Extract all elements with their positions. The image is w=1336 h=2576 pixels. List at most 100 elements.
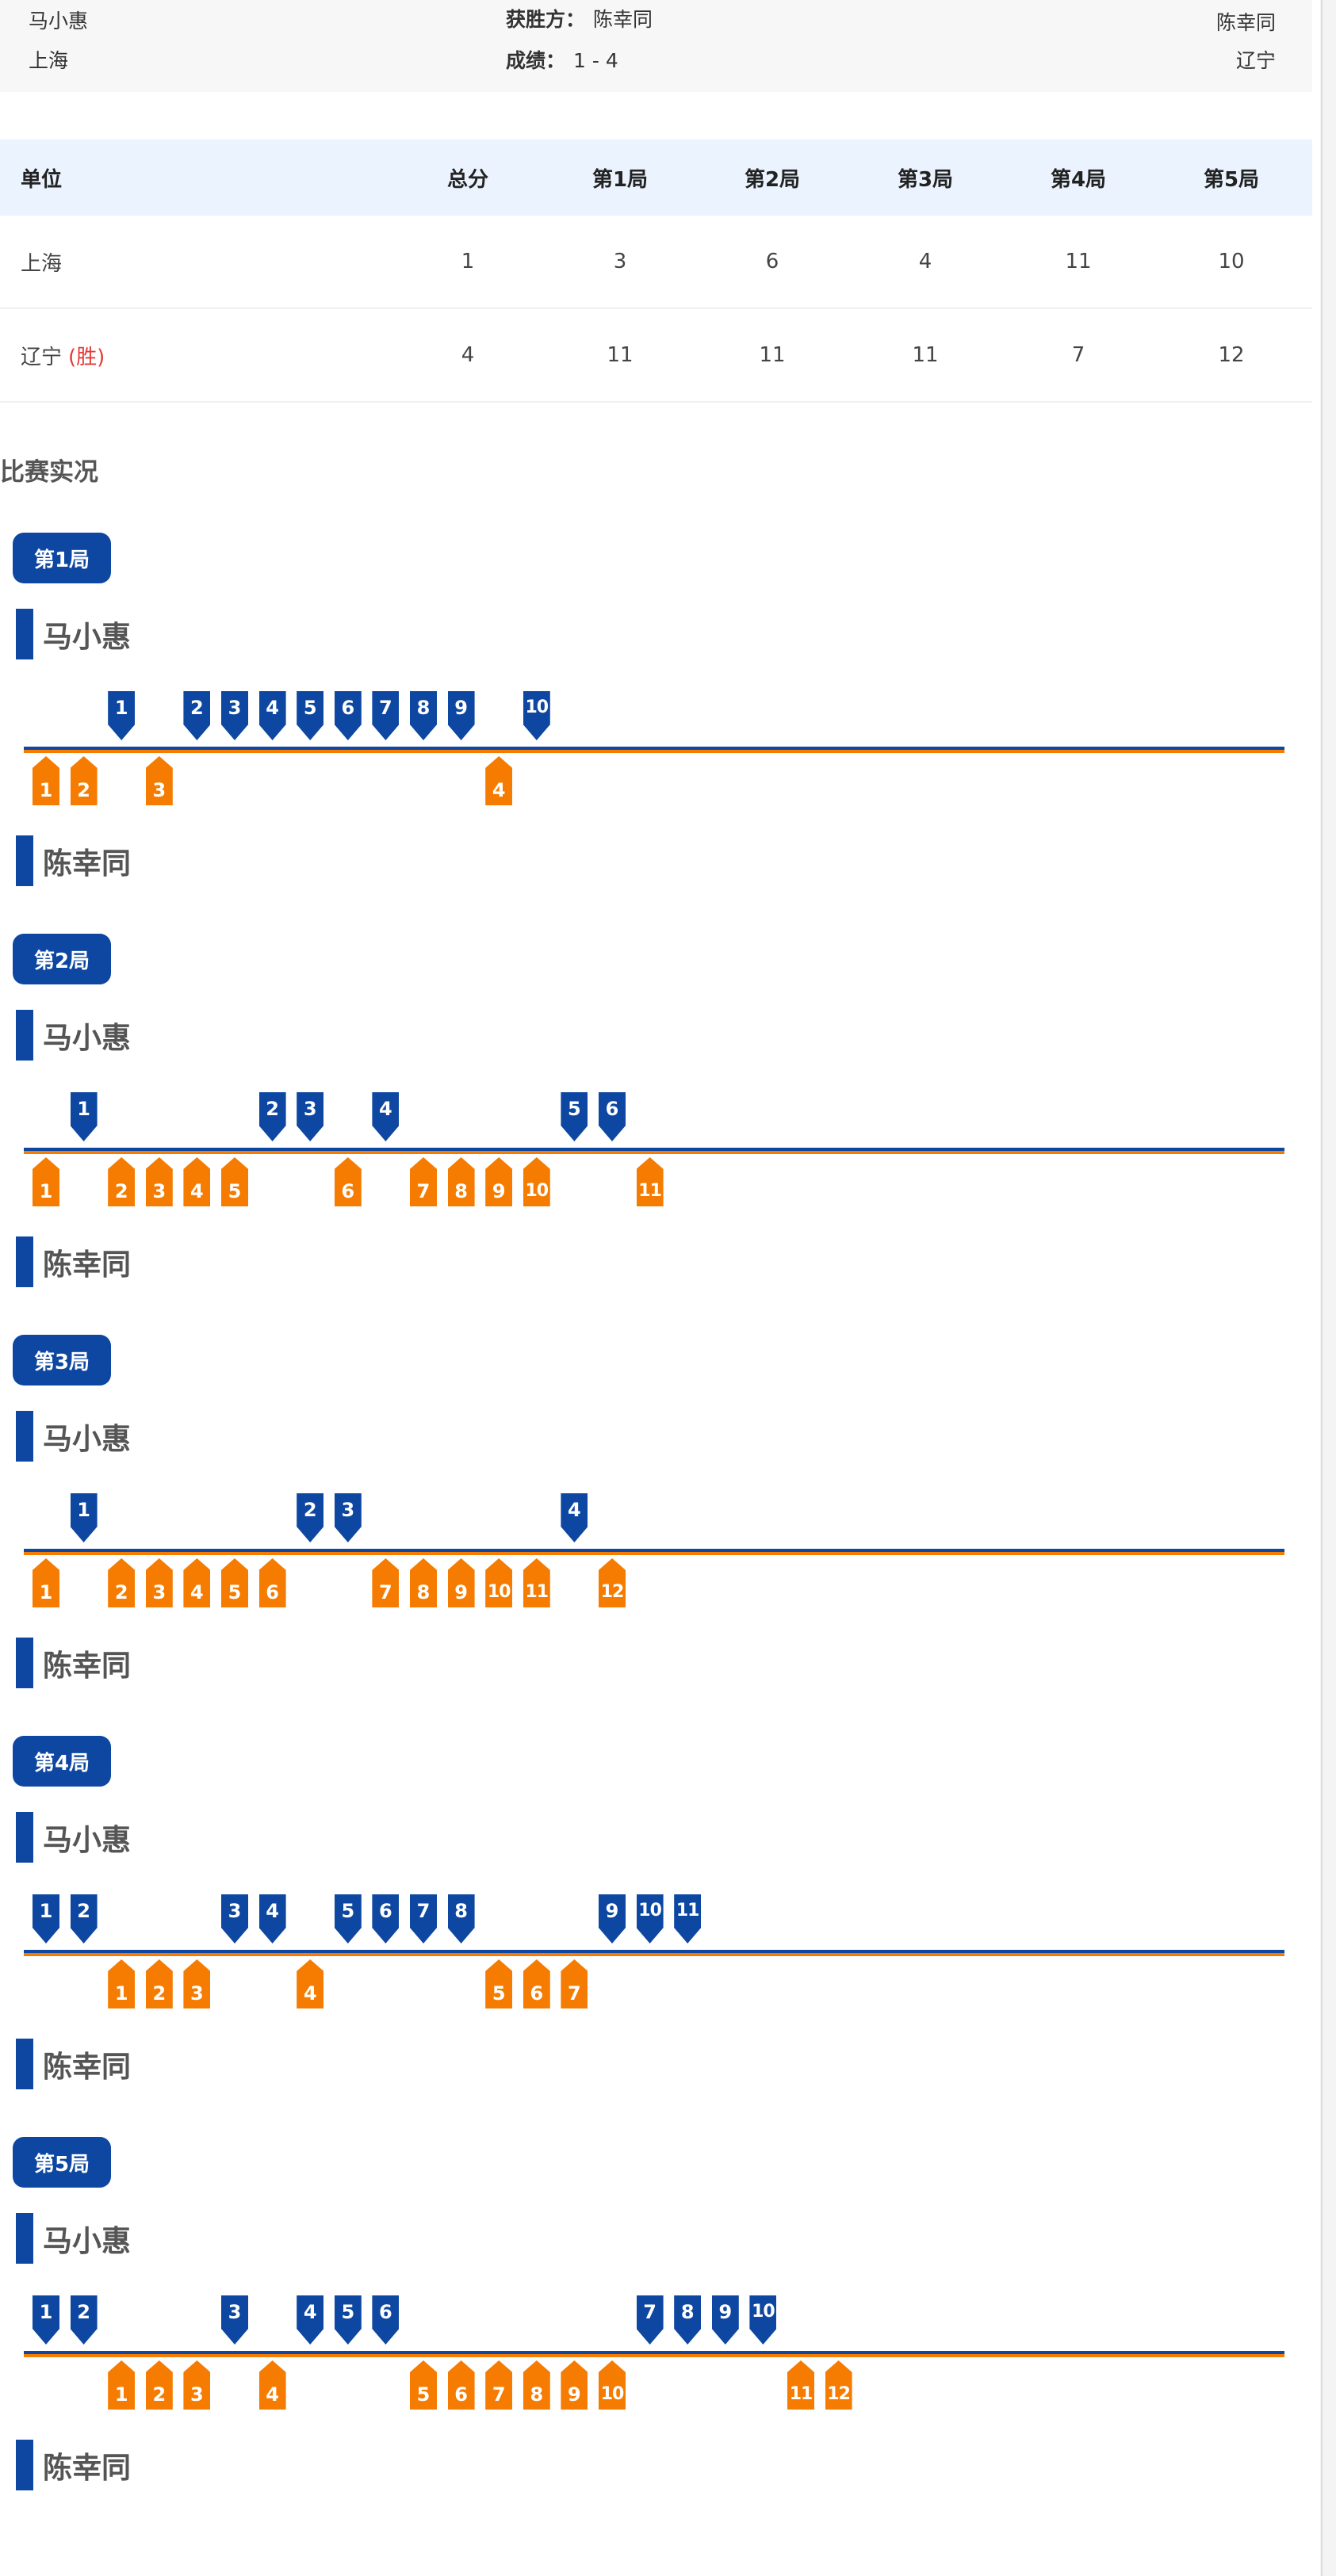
top-player-point-marker: 9 (599, 1894, 626, 1943)
header-game-5: 第5局 (1203, 167, 1260, 192)
top-player-point-marker: 5 (334, 1894, 362, 1943)
top-player-point-marker: 4 (258, 691, 286, 740)
top-player-row: 马小惠 (16, 1411, 131, 1462)
bottom-player-row: 陈幸同 (16, 835, 131, 886)
bottom-player-point-marker: 3 (145, 756, 173, 805)
bottom-player-point-marker: 3 (145, 1157, 173, 1206)
unit-name: 上海 (21, 251, 63, 276)
top-player-row: 马小惠 (16, 2213, 131, 2264)
bottom-player-point-marker: 4 (297, 1959, 324, 2008)
bottom-player-name: 陈幸同 (43, 2451, 131, 2485)
top-player-point-marker: 11 (674, 1894, 702, 1943)
header-total: 总分 (446, 167, 488, 192)
top-player-point-marker: 9 (711, 2295, 739, 2345)
top-player-point-marker: 7 (372, 691, 400, 740)
game-badge[interactable]: 第2局 (13, 934, 111, 984)
bottom-player-point-marker: 6 (447, 2360, 475, 2410)
top-player-point-marker: 2 (297, 1493, 324, 1542)
player-bar (16, 1411, 33, 1462)
bottom-player-point-marker: 3 (183, 2360, 211, 2410)
cell-game-4: 11 (1065, 250, 1092, 273)
row-unit: 辽宁 (胜) (21, 309, 105, 401)
bottom-player-point-marker: 2 (145, 1959, 173, 2008)
game-badge[interactable]: 第5局 (13, 2137, 111, 2188)
top-player-point-marker: 3 (221, 2295, 248, 2345)
header-unit: 单位 (21, 167, 63, 192)
timeline-top-line (24, 2351, 1284, 2354)
top-player-point-marker: 8 (674, 2295, 702, 2345)
top-player-point-marker: 3 (297, 1092, 324, 1141)
bottom-player-point-marker: 6 (334, 1157, 362, 1206)
bottom-player-point-marker: 4 (183, 1558, 211, 1607)
cell-game-4: 7 (1071, 343, 1085, 367)
game-section: 第3局 马小惠 陈幸同 1 1 2 3 4 5 6 2 3 7 8 9 10 11 4 12 (0, 1335, 1312, 1707)
bottom-player-point-marker: 11 (636, 1157, 664, 1206)
timeline (24, 2351, 1284, 2357)
scrollbar-track[interactable] (1320, 0, 1336, 2576)
top-player-point-marker: 1 (70, 1092, 98, 1141)
section-title: 比赛实况 (0, 458, 98, 487)
bottom-player-point-marker: 10 (599, 2360, 626, 2410)
top-player-point-marker: 6 (372, 2295, 400, 2345)
top-player-row: 马小惠 (16, 1010, 131, 1061)
top-player-name: 马小惠 (43, 1823, 131, 1857)
scrollbar-thumb[interactable] (1321, 0, 1323, 2576)
score-label: 成绩： (506, 49, 566, 72)
game-section: 第2局 马小惠 陈幸同 1 1 2 3 4 5 2 3 6 4 7 8 9 10 5 6 11 (0, 934, 1312, 1306)
player-bar (16, 609, 33, 659)
top-player-point-marker: 3 (221, 1894, 248, 1943)
timeline-top-line (24, 1549, 1284, 1552)
top-player-point-marker: 1 (33, 2295, 59, 2345)
timeline (24, 1950, 1284, 1956)
header-game-1: 第1局 (591, 167, 649, 192)
bottom-player-point-marker: 3 (183, 1959, 211, 2008)
top-player-name: 马小惠 (43, 1422, 131, 1456)
cell-total: 4 (461, 343, 475, 367)
cell-game-5: 10 (1218, 250, 1245, 273)
top-player-point-marker: 9 (447, 691, 475, 740)
bottom-player-point-marker: 7 (561, 1959, 588, 2008)
header-game-4: 第4局 (1050, 167, 1107, 192)
top-player-point-marker: 2 (258, 1092, 286, 1141)
table-row: 上海 1 3 6 4 11 10 (0, 216, 1312, 309)
score-value: 1 - 4 (573, 49, 618, 72)
header-game-3: 第3局 (897, 167, 954, 192)
bottom-player-point-marker: 9 (485, 1157, 513, 1206)
game-badge[interactable]: 第4局 (13, 1736, 111, 1787)
top-player-point-marker: 6 (334, 691, 362, 740)
match-header: 马小惠 上海 获胜方： 陈幸同 成绩： 1 - 4 陈幸同 辽宁 (0, 0, 1312, 92)
timeline (24, 1148, 1284, 1154)
timeline-bottom-line (24, 1552, 1284, 1555)
bottom-player-point-marker: 4 (258, 2360, 286, 2410)
right-team-name: 辽宁 (1235, 49, 1276, 72)
bottom-player-point-marker: 10 (485, 1558, 513, 1607)
bottom-player-point-marker: 11 (787, 2360, 814, 2410)
cell-game-1: 3 (613, 250, 627, 273)
win-tag: (胜) (68, 345, 105, 369)
player-bar (16, 835, 33, 886)
top-player-point-marker: 8 (410, 691, 437, 740)
bottom-player-point-marker: 6 (258, 1558, 286, 1607)
bottom-player-point-marker: 5 (221, 1558, 248, 1607)
cell-total: 1 (461, 250, 475, 273)
bottom-player-row: 陈幸同 (16, 2440, 131, 2490)
right-player-name: 陈幸同 (1215, 11, 1276, 34)
bottom-player-point-marker: 2 (70, 756, 98, 805)
top-player-point-marker: 5 (297, 691, 324, 740)
timeline (24, 747, 1284, 753)
winner-line: 获胜方： 陈幸同 (506, 6, 653, 33)
game-badge[interactable]: 第3局 (13, 1335, 111, 1385)
game-badge[interactable]: 第1局 (13, 533, 111, 583)
bottom-player-name: 陈幸同 (43, 847, 131, 881)
top-player-point-marker: 2 (70, 2295, 98, 2345)
row-unit: 上海 (21, 216, 68, 308)
bottom-player-row: 陈幸同 (16, 2039, 131, 2089)
top-player-point-marker: 4 (372, 1092, 400, 1141)
bottom-player-name: 陈幸同 (43, 1248, 131, 1282)
top-player-point-marker: 10 (749, 2295, 777, 2345)
cell-game-5: 12 (1218, 343, 1245, 367)
score-table: 单位 总分 第1局 第2局 第3局 第4局 第5局 上海 1 3 6 4 11 … (0, 140, 1312, 403)
bottom-player-point-marker: 2 (108, 1157, 136, 1206)
timeline-bottom-line (24, 2354, 1284, 2357)
top-player-point-marker: 3 (221, 691, 248, 740)
